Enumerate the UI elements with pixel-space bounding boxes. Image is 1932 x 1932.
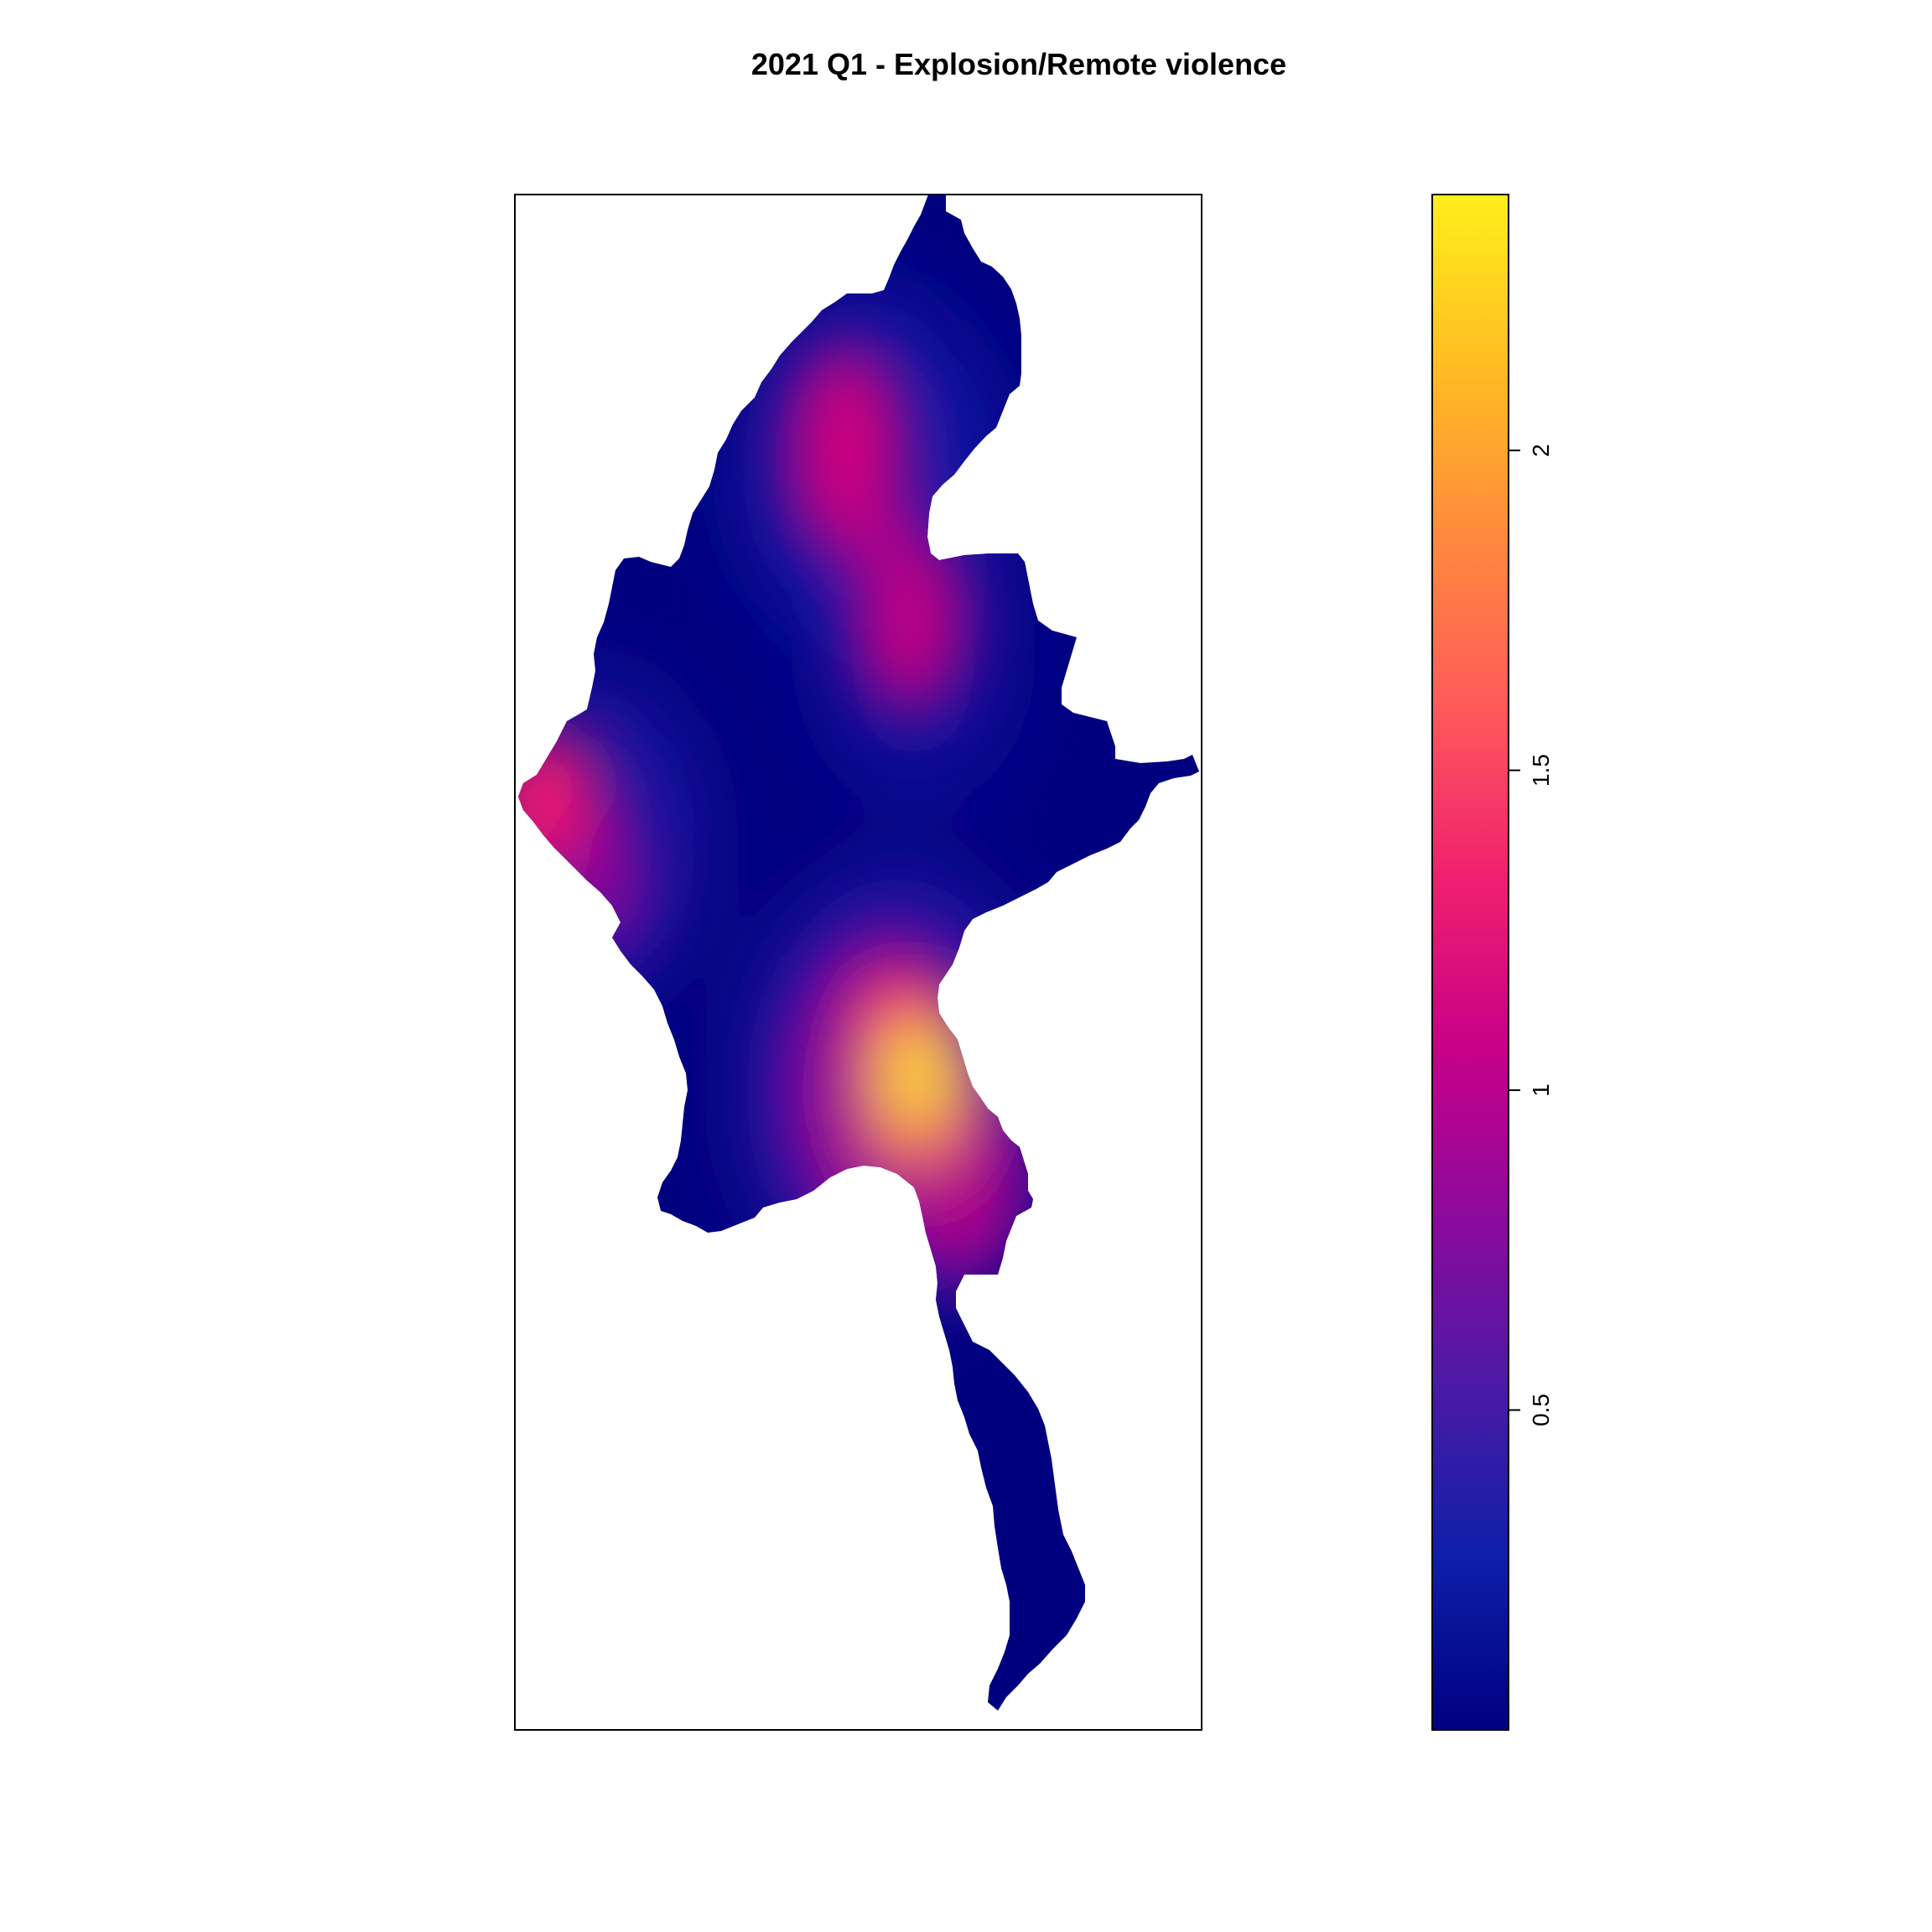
- colorbar-tick-label: 0.5: [1528, 1394, 1554, 1426]
- colorbar-tick-label: 1.5: [1528, 754, 1554, 787]
- hotspot-north-link: [839, 486, 922, 587]
- colorbar-gradient: [1431, 194, 1509, 1731]
- hotspot-south-core: [888, 1025, 948, 1122]
- colorbar: 0.5 1 1.5 2: [1431, 194, 1554, 1731]
- colorbar-ticks: 0.5 1 1.5 2: [1509, 444, 1554, 1426]
- chart-title: 2021 Q1 - Explosion/Remote violence: [750, 47, 1287, 81]
- colorbar-tick-label: 2: [1528, 444, 1554, 457]
- colorbar-tick-label: 1: [1528, 1083, 1554, 1097]
